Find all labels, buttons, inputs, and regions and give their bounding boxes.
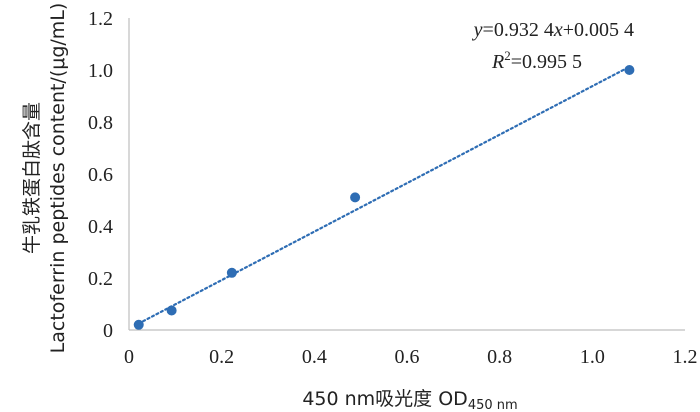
- trendline-layer: [137, 65, 631, 325]
- eq-rhs-1: =0.932 4: [483, 19, 554, 41]
- eq-y-var: y: [472, 19, 483, 41]
- y-tick-label: 0.2: [88, 268, 113, 290]
- x-axis-title-main: 450 nm吸光度 OD: [302, 388, 467, 410]
- eq-rhs-2: +0.005 4: [563, 19, 634, 41]
- y-tick-label: 1.0: [88, 60, 113, 82]
- data-point: [226, 267, 237, 278]
- x-tick-label: 1.2: [673, 346, 698, 368]
- r-val: =0.995 5: [511, 51, 582, 73]
- axes: [128, 18, 685, 331]
- data-points: [133, 65, 635, 330]
- y-tick-label: 0.6: [88, 164, 113, 186]
- trendline: [137, 65, 631, 325]
- y-tick-label: 0: [103, 320, 113, 342]
- data-point: [133, 319, 144, 330]
- x-axis-title: 450 nm吸光度 OD450 nm: [302, 388, 517, 412]
- tick-labels: 0 0.2 0.4 0.6 0.8 1.0 1.2 0 0.2 0.4 0.6 0.8 1.0 1.2: [88, 8, 698, 368]
- x-tick-label: 0: [124, 346, 134, 368]
- r-var: R: [491, 51, 504, 73]
- data-point: [624, 65, 635, 75]
- x-tick-label: 1.0: [580, 346, 605, 368]
- x-tick-label: 0.8: [487, 346, 512, 368]
- x-tick-label: 0.2: [209, 346, 234, 368]
- y-tick-label: 0.8: [88, 112, 113, 134]
- data-point: [166, 305, 177, 316]
- x-axis-title-subscript: 450 nm: [468, 398, 518, 412]
- x-tick-label: 0.6: [395, 346, 420, 368]
- y-tick-label: 1.2: [88, 8, 113, 30]
- data-point: [350, 192, 361, 203]
- r-squared: R2=0.995 5: [491, 48, 582, 73]
- eq-x-var: x: [553, 19, 563, 41]
- regression-equation: y=0.932 4x+0.005 4: [472, 19, 634, 41]
- y-axis-title-cn: 牛乳铁蛋白肽含量: [21, 102, 43, 254]
- r-sup: 2: [504, 48, 511, 63]
- y-axis-title-en: Lactoferrin peptides content/(μg/mL): [47, 3, 69, 354]
- x-tick-label: 0.4: [302, 346, 327, 368]
- y-tick-label: 0.4: [88, 216, 113, 238]
